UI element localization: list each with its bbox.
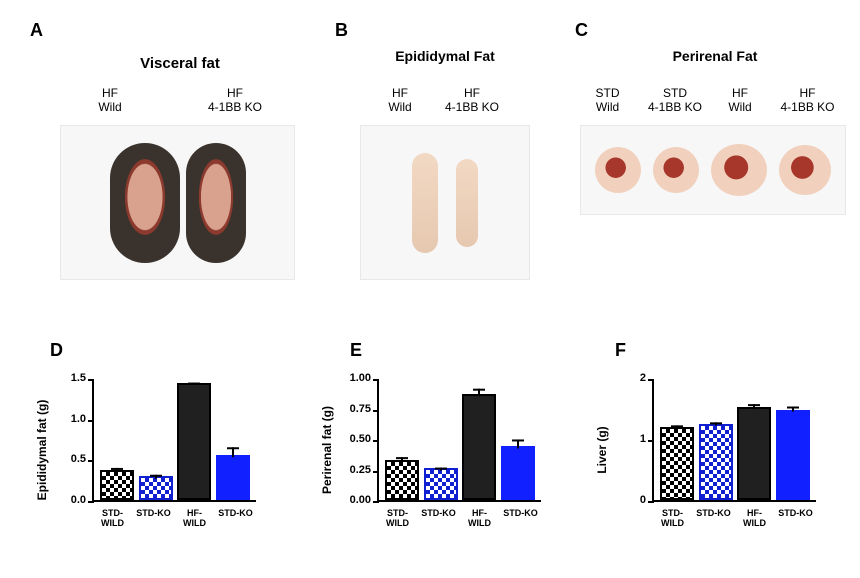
x-tick-label: STD-KO <box>135 504 171 530</box>
y-axis-label: Epididymal fat (g) <box>35 400 49 501</box>
y-tick-label: 2 <box>640 372 654 384</box>
x-tick-label: STD-KO <box>695 504 731 530</box>
panel-a-label-2: HF 4-1BB KO <box>190 86 280 114</box>
x-tick-label: STD-KO <box>502 504 538 530</box>
y-tick-label: 0.50 <box>350 433 379 445</box>
y-axis-label: Perirenal fat (g) <box>320 406 334 494</box>
panel-letter-e: E <box>350 340 362 361</box>
bar <box>139 476 173 500</box>
y-tick-label: 0.0 <box>71 494 94 506</box>
panel-c-label-4: HF 4-1BB KO <box>770 86 845 114</box>
panel-b-label-2: HF 4-1BB KO <box>432 86 512 114</box>
chart-d: 0.00.51.01.5Epididymal fat (g)STD-WILDST… <box>50 370 260 530</box>
bar <box>699 424 733 500</box>
panel-letter-d: D <box>50 340 63 361</box>
panel-b-label-1: HF Wild <box>370 86 430 114</box>
y-tick-label: 1.0 <box>71 413 94 425</box>
plot-area: 0.00.51.01.5 <box>92 380 256 502</box>
panel-letter-b: B <box>335 20 348 41</box>
x-tick-label: STD-WILD <box>654 504 690 530</box>
x-tick-label: STD-KO <box>777 504 813 530</box>
y-tick-label: 0.75 <box>350 403 379 415</box>
bar <box>385 460 419 500</box>
panel-a-title: Visceral fat <box>90 55 270 72</box>
x-tick-label: STD-WILD <box>379 504 415 530</box>
y-tick-label: 1.00 <box>350 372 379 384</box>
panel-b-photo <box>360 125 530 280</box>
chart-e: 0.000.250.500.751.00Perirenal fat (g)STD… <box>335 370 545 530</box>
panel-letter-a: A <box>30 20 43 41</box>
plot-area: 012 <box>652 380 816 502</box>
bar <box>216 455 250 500</box>
panel-b-title: Epididymal Fat <box>360 48 530 64</box>
panel-c-label-2: STD 4-1BB KO <box>640 86 710 114</box>
panel-a-photo <box>60 125 295 280</box>
bar <box>776 410 810 500</box>
panel-c-label-3: HF Wild <box>715 86 765 114</box>
y-tick-label: 1 <box>640 433 654 445</box>
x-tick-label: HF-WILD <box>461 504 497 530</box>
y-tick-label: 0.00 <box>350 494 379 506</box>
y-tick-label: 1.5 <box>71 372 94 384</box>
panel-letter-f: F <box>615 340 626 361</box>
panel-a-label-1: HF Wild <box>75 86 145 114</box>
bar <box>501 446 535 500</box>
bar <box>660 427 694 500</box>
panel-c-photo <box>580 125 846 215</box>
y-tick-label: 0.5 <box>71 453 94 465</box>
plot-area: 0.000.250.500.751.00 <box>377 380 541 502</box>
x-tick-label: STD-KO <box>420 504 456 530</box>
panel-letter-c: C <box>575 20 588 41</box>
x-tick-label: HF-WILD <box>176 504 212 530</box>
chart-f: 012Liver (g)STD-WILDSTD-KOHF-WILDSTD-KO <box>610 370 820 530</box>
x-tick-label: STD-WILD <box>94 504 130 530</box>
bar <box>177 383 211 500</box>
panel-c-title: Perirenal Fat <box>630 48 800 64</box>
bar <box>100 470 134 500</box>
y-axis-label: Liver (g) <box>595 426 609 473</box>
y-tick-label: 0.25 <box>350 464 379 476</box>
x-tick-label: HF-WILD <box>736 504 772 530</box>
bar <box>462 394 496 500</box>
x-tick-label: STD-KO <box>217 504 253 530</box>
bar <box>424 468 458 500</box>
panel-c-label-1: STD Wild <box>580 86 635 114</box>
bar <box>737 407 771 500</box>
